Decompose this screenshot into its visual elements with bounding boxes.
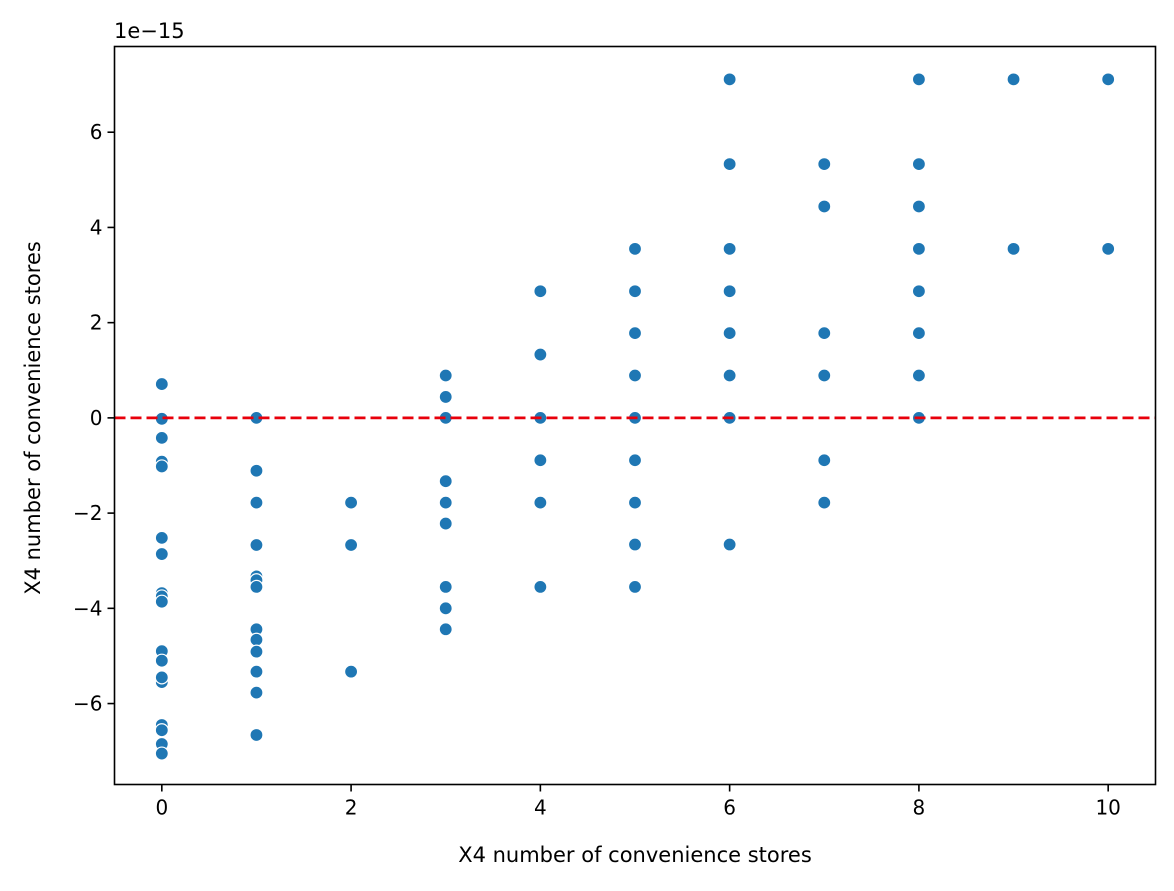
x-tick-label: 6 — [723, 796, 736, 820]
data-point — [343, 664, 359, 679]
data-point — [154, 594, 169, 609]
y-tick-label: 4 — [90, 215, 103, 239]
data-point — [911, 199, 927, 214]
data-point — [249, 495, 264, 510]
data-point — [722, 72, 737, 87]
data-point — [154, 670, 169, 685]
data-point — [627, 495, 643, 510]
data-point — [911, 284, 927, 299]
data-point — [911, 368, 927, 383]
data-point — [533, 495, 548, 510]
y-tick-label: −2 — [73, 501, 102, 525]
data-point — [249, 632, 264, 647]
data-point — [722, 368, 737, 383]
data-point — [627, 537, 643, 552]
data-point — [438, 368, 453, 383]
data-point — [627, 241, 643, 256]
y-tick-label: 6 — [90, 120, 103, 144]
data-point — [1101, 241, 1116, 256]
data-point — [154, 746, 169, 761]
x-axis-label: X4 number of convenience stores — [458, 843, 812, 867]
data-point — [154, 546, 169, 562]
data-point — [343, 495, 359, 510]
data-point — [154, 430, 169, 445]
data-point — [627, 453, 643, 468]
data-point — [533, 284, 548, 299]
data-point — [722, 157, 737, 172]
data-point — [817, 199, 832, 214]
data-point — [911, 157, 927, 172]
data-point — [249, 664, 264, 679]
data-point — [817, 368, 832, 383]
data-point — [722, 284, 737, 299]
data-point — [438, 474, 453, 489]
data-point — [438, 495, 453, 510]
data-point — [249, 579, 264, 595]
data-point — [1006, 72, 1021, 87]
x-tick-label: 2 — [345, 796, 358, 820]
data-point — [627, 284, 643, 299]
data-point — [817, 453, 832, 468]
data-point — [249, 727, 264, 743]
data-point — [627, 579, 643, 595]
y-axis-ticks: −6 −4 −2 0 2 4 6 — [73, 120, 115, 716]
x-axis-ticks: 0 2 4 6 8 10 — [155, 784, 1121, 820]
data-point — [1101, 72, 1116, 87]
data-point — [249, 463, 264, 478]
y-axis-label: X4 number of convenience stores — [21, 241, 45, 595]
data-point — [438, 579, 453, 595]
y-tick-label: −4 — [73, 596, 102, 620]
plot-frame — [113, 45, 1157, 786]
data-point — [154, 376, 169, 392]
data-point — [911, 326, 927, 341]
data-point — [1006, 241, 1021, 256]
data-point — [533, 453, 548, 468]
data-point — [817, 157, 832, 172]
data-point — [438, 622, 453, 637]
data-point — [249, 685, 264, 700]
y-tick-label: 0 — [90, 406, 103, 430]
data-point — [627, 368, 643, 383]
x-tick-label: 8 — [913, 796, 926, 820]
data-point — [249, 537, 264, 553]
data-point — [438, 601, 453, 616]
data-point — [817, 326, 832, 341]
x-tick-label: 10 — [1095, 796, 1120, 820]
data-point — [722, 537, 737, 552]
data-point — [154, 530, 169, 545]
data-point — [438, 389, 453, 405]
data-point — [154, 723, 169, 738]
y-offset-label: 1e−15 — [114, 19, 185, 43]
data-point — [911, 72, 927, 87]
data-point — [627, 326, 643, 341]
data-point — [154, 459, 169, 474]
points-layer — [154, 72, 1116, 761]
data-point — [438, 516, 453, 531]
data-point — [343, 537, 359, 553]
data-point — [533, 579, 548, 595]
data-point — [722, 326, 737, 341]
y-tick-label: 2 — [90, 311, 103, 335]
x-tick-label: 4 — [534, 796, 547, 820]
data-point — [249, 644, 264, 659]
data-point — [533, 347, 548, 362]
data-point — [817, 495, 832, 510]
data-point — [911, 241, 927, 256]
data-point — [154, 653, 169, 668]
data-point — [722, 241, 737, 256]
x-tick-label: 0 — [155, 796, 168, 820]
y-tick-label: −6 — [73, 692, 102, 716]
